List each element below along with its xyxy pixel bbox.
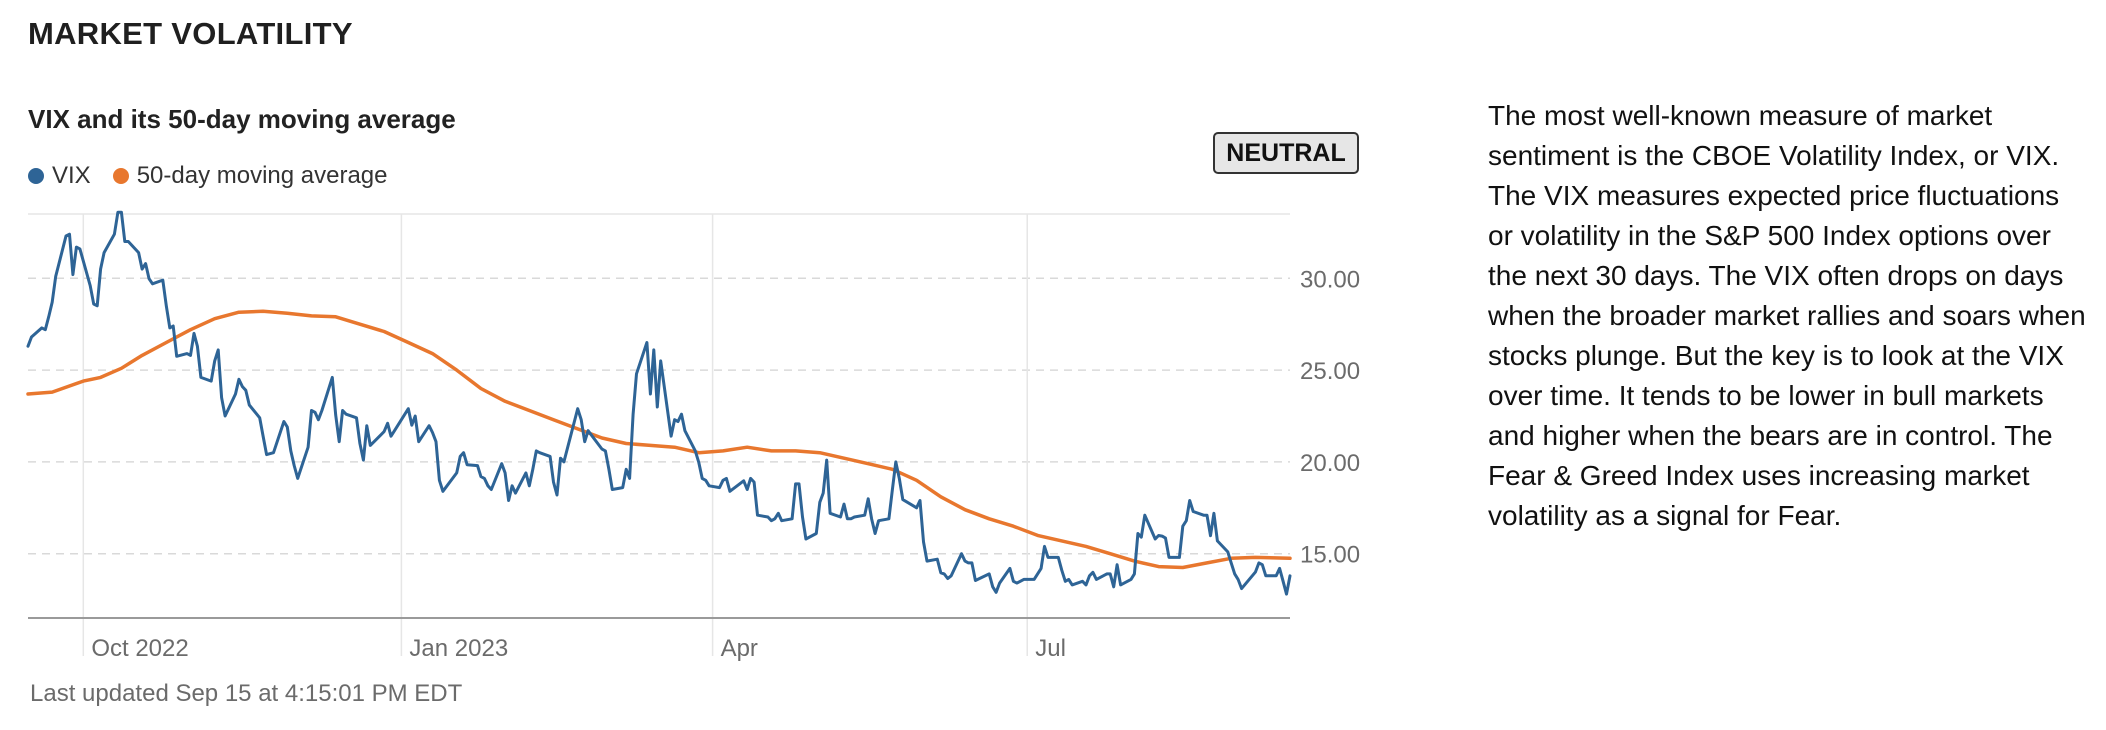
y-tick-label: 30.00 — [1300, 266, 1360, 293]
axes: 15.00 20.00 25.00 30.00 Oct 2022 Jan 2023 Apr J… — [28, 266, 1360, 662]
vix-series-line — [26, 210, 1292, 596]
legend-moving-average-marker — [112, 168, 129, 184]
chart-legend: VIX 50-day moving average — [28, 162, 410, 190]
legend-moving-average-label: 50-day moving average — [136, 162, 388, 189]
chart-title: VIX and its 50-day moving average — [28, 104, 456, 134]
x-tick-label: Apr — [721, 635, 758, 662]
vix-line-chart[interactable]: 15.00 20.00 25.00 30.00 Oct 2022 Jan 2023 Apr J… — [0, 200, 1380, 670]
legend-item-moving-average[interactable]: 50-day moving average — [112, 162, 388, 190]
legend-item-vix[interactable]: VIX — [28, 162, 91, 190]
data-series — [26, 210, 1292, 596]
legend-vix-label: VIX — [52, 162, 91, 189]
last-updated-text: Last updated Sep 15 at 4:15:01 PM EDT — [30, 680, 463, 707]
section-title: MARKET VOLATILITY — [28, 16, 353, 51]
x-tick-label: Oct 2022 — [91, 635, 188, 662]
x-tick-label: Jul — [1035, 635, 1066, 662]
y-tick-label: 15.00 — [1300, 542, 1360, 569]
y-tick-label: 25.00 — [1300, 358, 1360, 385]
legend-vix-marker — [28, 168, 44, 184]
sentiment-badge: NEUTRAL — [1213, 132, 1359, 174]
y-tick-label: 20.00 — [1300, 450, 1360, 477]
moving-average-series-line — [26, 309, 1292, 570]
volatility-description: The most well-known measure of market se… — [1488, 100, 2086, 531]
grid-lines — [28, 213, 1290, 656]
x-tick-label: Jan 2023 — [409, 635, 508, 662]
